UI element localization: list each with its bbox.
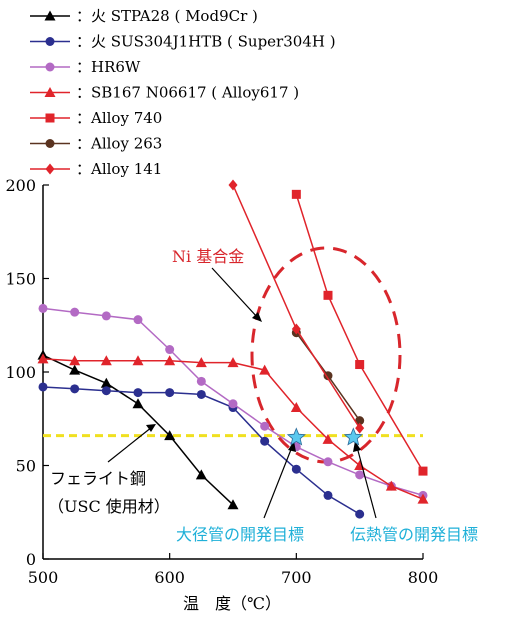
legend-marker <box>46 37 55 46</box>
data-point <box>39 304 48 313</box>
legend-label: ：SB167 N06617 ( Alloy617 ) <box>76 84 299 102</box>
legend-marker <box>46 139 55 148</box>
y-tick-label: 50 <box>16 457 36 476</box>
heat-tube-target-label: 伝熱管の開発目標 <box>350 525 478 544</box>
data-point <box>355 360 364 369</box>
legend-marker <box>46 164 55 175</box>
x-tick-label: 700 <box>281 568 312 587</box>
x-tick-label: 600 <box>154 568 185 587</box>
legend-item: ：Alloy 740 <box>30 109 162 127</box>
ferrite-label-line2: （USC 使用材） <box>48 497 170 516</box>
legend-item: ：Alloy 141 <box>30 160 162 178</box>
legend-marker <box>46 63 55 72</box>
legend: ：火 STPA28 ( Mod9Cr ) ：火 SUS304J1HTB ( Sup… <box>30 7 336 178</box>
legend-label: ：火 SUS304J1HTB ( Super304H ) <box>76 33 336 51</box>
data-point <box>134 315 143 324</box>
ferrite-label-line1: フェライト鋼 <box>50 469 146 488</box>
data-point <box>324 491 333 500</box>
data-point <box>102 311 111 320</box>
heat-tube-target-arrow <box>357 447 376 518</box>
legend-item: ：火 STPA28 ( Mod9Cr ) <box>30 7 258 25</box>
data-point <box>134 388 143 397</box>
data-point <box>292 465 301 474</box>
data-point <box>133 398 144 408</box>
x-tick-label: 500 <box>28 568 59 587</box>
legend-label: ：Alloy 263 <box>76 135 162 153</box>
data-point <box>197 377 206 386</box>
data-point <box>324 457 333 466</box>
x-axis-title: 温 度（℃） <box>183 594 281 613</box>
legend-label: ：HR6W <box>76 58 141 76</box>
y-tick-label: 0 <box>26 550 36 569</box>
series-6 <box>292 328 364 425</box>
data-point <box>102 386 111 395</box>
data-point <box>197 390 206 399</box>
data-point <box>165 345 174 354</box>
legend-item: ：火 SUS304J1HTB ( Super304H ) <box>30 33 336 51</box>
y-tick-label: 150 <box>5 270 36 289</box>
series-line <box>43 387 360 514</box>
ni-alloy-arrow <box>212 268 258 318</box>
series-line <box>233 185 360 428</box>
data-point <box>70 308 79 317</box>
data-point <box>70 384 79 393</box>
legend-item: ：Alloy 263 <box>30 135 162 153</box>
x-tick-label: 800 <box>408 568 439 587</box>
data-point <box>229 399 238 408</box>
data-point <box>419 467 428 476</box>
legend-item: ：HR6W <box>30 58 141 76</box>
data-point <box>260 422 269 431</box>
legend-label: ：Alloy 141 <box>76 160 162 178</box>
data-point <box>69 365 80 375</box>
data-point <box>324 291 333 300</box>
data-point <box>292 190 301 199</box>
legend-label: ：火 STPA28 ( Mod9Cr ) <box>76 7 258 25</box>
data-point <box>355 470 364 479</box>
data-point <box>165 388 174 397</box>
series-layer <box>38 180 429 519</box>
legend-marker <box>46 114 55 123</box>
series-7 <box>229 180 365 434</box>
large-pipe-target-arrow <box>264 447 292 518</box>
legend-label: ：Alloy 740 <box>76 109 162 127</box>
y-tick-label: 200 <box>5 176 36 195</box>
data-point <box>355 510 364 519</box>
ni-alloy-label: Ni 基合金 <box>172 247 244 266</box>
data-point <box>260 437 269 446</box>
large-pipe-target-label: 大径管の開発目標 <box>176 525 304 544</box>
data-point <box>39 382 48 391</box>
y-tick-label: 100 <box>5 363 36 382</box>
data-point <box>229 180 238 191</box>
legend-item: ：SB167 N06617 ( Alloy617 ) <box>30 84 299 102</box>
ferrite-arrow <box>108 427 152 462</box>
